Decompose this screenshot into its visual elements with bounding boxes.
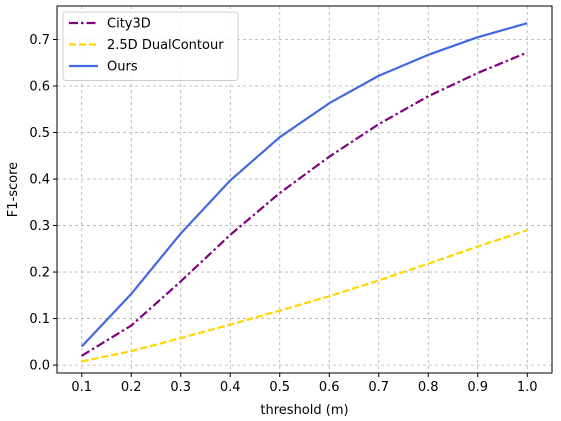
y-tick-label: 0.3 [29,219,50,234]
x-tick-label: 0.5 [269,380,290,395]
y-tick-label: 0.6 [29,80,50,95]
x-axis-label: threshold (m) [260,403,348,418]
series-line-1 [81,51,528,357]
legend-box [62,11,239,81]
legend-entry-label: Ours [107,60,138,75]
y-axis-label: F1-score [6,162,21,217]
x-tick-label: 0.8 [418,380,439,395]
x-tick-label: 0.2 [121,380,142,395]
x-tick-label: 0.3 [170,380,191,395]
x-tick-label: 0.7 [368,380,389,395]
x-tick-label: 0.4 [220,380,241,395]
plot-frame [56,5,553,374]
y-tick-label: 0.0 [29,359,50,374]
axis-ticks: 0.1 0.2 0.3 0.4 0.5 0.6 0.7 0.8 0.9 1.0 0.0 0.1 0.2 0… [29,33,537,395]
y-tick-label: 0.5 [29,126,50,141]
series-line-3 [80,22,528,348]
y-tick-label: 0.7 [29,33,50,48]
x-tick-label: 1.0 [517,380,538,395]
legend-entry-label: 2.5D DualContour [107,38,224,53]
y-tick-label: 0.2 [29,266,50,281]
x-tick-label: 0.6 [319,380,340,395]
series-lines [80,22,528,363]
legend-entry-label: City3D [107,17,151,32]
x-tick-label: 0.9 [467,380,488,395]
series-line-2 [81,229,528,363]
legend: City3D 2.5D DualContour Ours [62,11,239,81]
x-tick-label: 0.1 [71,380,92,395]
y-tick-label: 0.4 [29,173,50,188]
y-tick-label: 0.1 [29,312,50,327]
